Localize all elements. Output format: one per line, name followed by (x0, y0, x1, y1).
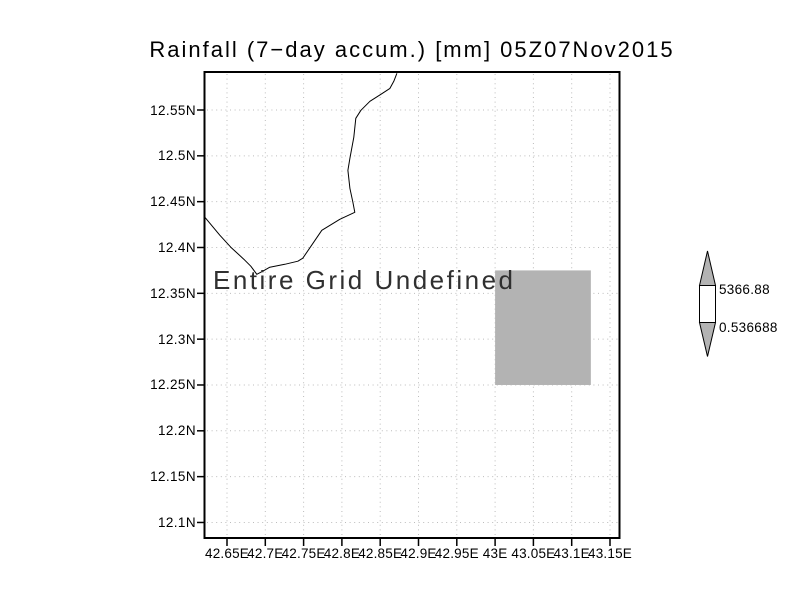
x-tick-label: 42.75E (281, 546, 326, 561)
x-tick-label: 43.1E (553, 546, 590, 561)
y-tick-label: 12.4N (157, 239, 196, 255)
figure-title: Rainfall (7−day accum.) [mm] 05Z07Nov201… (149, 37, 675, 62)
y-tick-label: 12.35N (150, 285, 196, 301)
colorbar-box (699, 285, 716, 323)
x-tick-label: 42.65E (205, 546, 249, 561)
x-tick-label: 42.8E (323, 546, 361, 561)
y-tick-label: 12.3N (157, 331, 196, 347)
x-tick-label: 42.7E (247, 546, 284, 561)
x-tick-label: 42.85E (358, 546, 403, 561)
y-tick-label: 12.1N (157, 514, 196, 530)
y-tick-label: 12.5N (157, 148, 196, 164)
y-tick-label: 12.15N (150, 469, 196, 485)
y-tick-label: 12.55N (150, 102, 196, 118)
y-tick-label: 12.25N (150, 377, 196, 393)
x-tick-label: 43.05E (511, 546, 556, 561)
map-frame (203, 71, 621, 539)
y-tick-label: 12.2N (157, 423, 196, 439)
coastline-path (204, 73, 398, 275)
x-tick-label: 43E (482, 546, 508, 561)
colorbar-min-label: 0.536688 (719, 320, 778, 335)
x-tick-label: 42.95E (434, 546, 479, 561)
undefined-region (495, 270, 591, 385)
y-tick-label: 12.45N (150, 194, 196, 210)
x-tick-label: 43.15E (588, 546, 632, 561)
x-tick-label: 42.9E (400, 546, 437, 561)
colorbar-max-label: 5366.88 (719, 282, 770, 297)
colorbar-up-arrow (698, 250, 717, 286)
colorbar-down-arrow (698, 322, 717, 357)
undefined-grid-notice: Entire Grid Undefined (213, 265, 516, 295)
